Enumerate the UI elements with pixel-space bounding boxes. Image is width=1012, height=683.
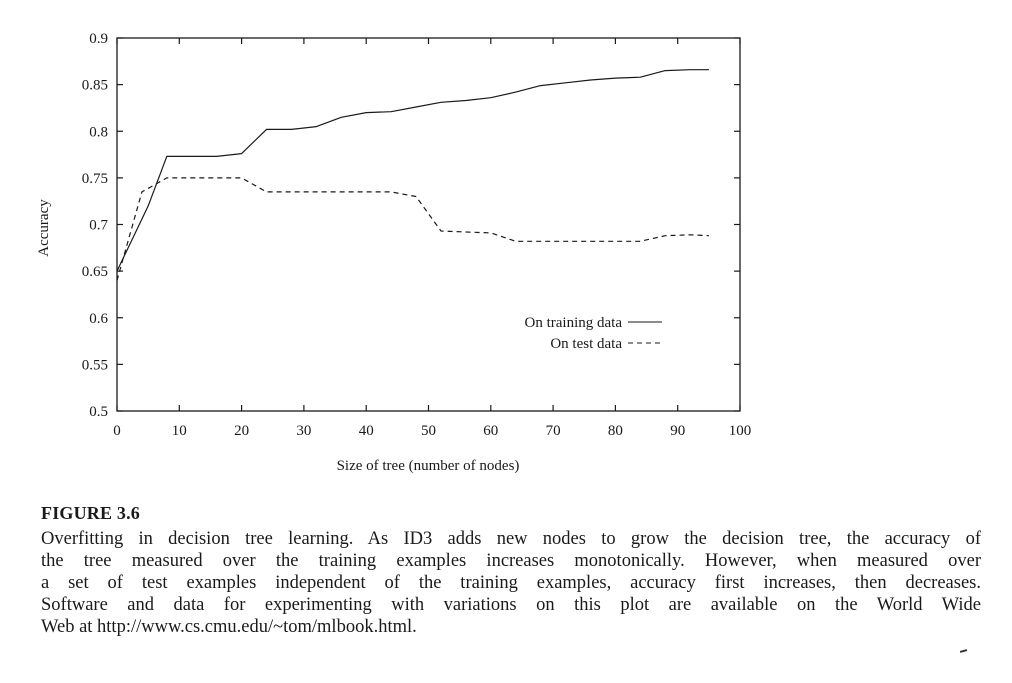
x-tick-label: 10 [172, 423, 187, 439]
series-line-test [116, 177, 709, 281]
y-tick-label: 0.65 [82, 264, 108, 280]
caption-line: a set of test examples independent of th… [41, 573, 981, 593]
y-tick-label: 0.75 [82, 171, 108, 187]
y-axis-label: Accuracy [36, 199, 52, 257]
x-tick-label: 20 [234, 423, 249, 439]
x-tick-label: 90 [670, 423, 685, 439]
x-tick-label: 30 [296, 423, 311, 439]
legend-label: On training data [525, 315, 623, 331]
y-tick-label: 0.6 [89, 311, 108, 327]
scan-mark [959, 649, 968, 653]
x-axis-label: Size of tree (number of nodes) [337, 458, 520, 474]
x-tick-label: 40 [359, 423, 374, 439]
y-axis-ticks: 0.5 0.55 0.6 0.65 0.7 0.75 0.8 0.85 0.9 [82, 31, 740, 420]
figure-label: FIGURE 3.6 [41, 503, 141, 523]
x-tick-label: 80 [608, 423, 623, 439]
plot-frame [116, 37, 741, 412]
y-tick-label: 0.55 [82, 357, 108, 373]
caption-line: Software and data for experimenting with… [41, 595, 981, 615]
x-tick-label: 0 [113, 423, 121, 439]
legend: On training data On test data [525, 315, 662, 352]
x-tick-label: 60 [483, 423, 498, 439]
x-axis-ticks: 0 10 20 30 40 50 60 70 80 90 100 [113, 38, 751, 439]
caption-line: Web at http://www.cs.cmu.edu/~tom/mlbook… [41, 617, 417, 637]
x-tick-label: 70 [546, 423, 561, 439]
caption-line: Overfitting in decision tree learning. A… [41, 529, 981, 549]
legend-label: On test data [550, 336, 622, 352]
caption-text: Overfitting in decision tree learning. A… [41, 528, 981, 638]
figure-caption: FIGURE 3.6 Overfitting in decision tree … [41, 503, 981, 638]
x-tick-label: 100 [729, 423, 752, 439]
y-tick-label: 0.7 [89, 218, 108, 234]
plot-border [116, 37, 741, 412]
y-tick-label: 0.8 [89, 124, 108, 140]
series-layer [116, 69, 709, 281]
accuracy-chart: 0 10 20 30 40 50 60 70 80 90 100 0.5 0.55 0.6 0.65 0.7… [36, 31, 751, 474]
y-tick-label: 0.9 [89, 31, 108, 47]
caption-line: the tree measured over the training exam… [41, 551, 981, 571]
y-tick-label: 0.5 [89, 404, 108, 420]
x-tick-label: 50 [421, 423, 436, 439]
series-line-training [116, 69, 709, 272]
y-tick-label: 0.85 [82, 78, 108, 94]
